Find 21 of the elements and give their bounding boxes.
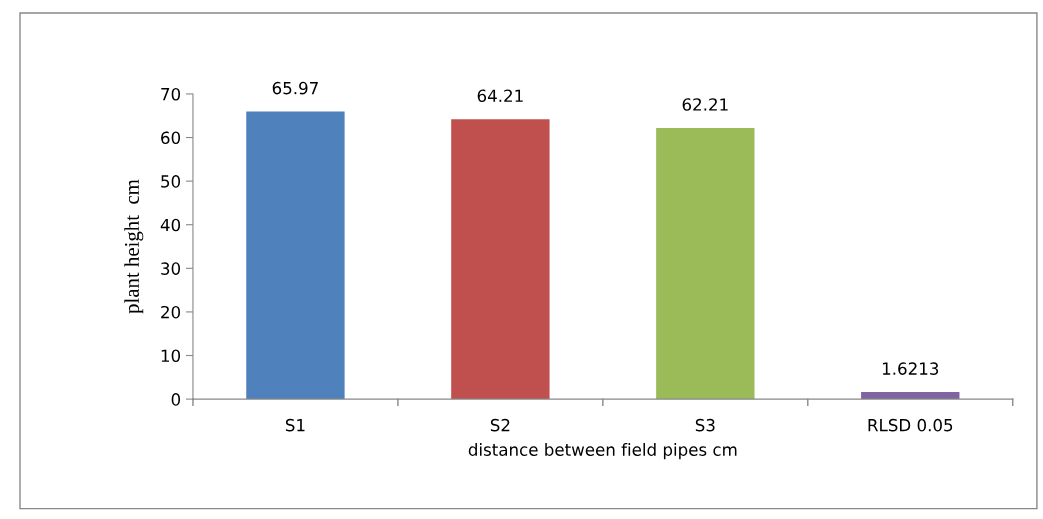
y-axis-title: plant height cm [124, 179, 144, 314]
y-tick-label: 20 [161, 305, 181, 319]
x-axis-title: distance between field pipes cm [468, 443, 737, 460]
data-label: 65.97 [272, 81, 318, 95]
y-tick-label: 0 [171, 393, 181, 406]
y-tick-label: 60 [161, 131, 181, 145]
data-label: 64.21 [477, 89, 523, 103]
x-tick-label: S3 [695, 418, 715, 432]
bar [451, 119, 550, 400]
x-tick-label: S2 [490, 418, 510, 432]
y-tick-label: 70 [161, 87, 181, 101]
bar [246, 111, 345, 400]
y-tick-label: 50 [161, 175, 181, 188]
data-label: 1.6213 [882, 362, 939, 375]
bar [656, 127, 755, 400]
x-tick-label: RLSD 0.05 [868, 418, 953, 432]
y-tick-label: 10 [161, 349, 181, 363]
data-label: 62.21 [682, 98, 728, 111]
y-tick-label: 40 [160, 218, 181, 232]
x-tick-label: S1 [285, 418, 305, 432]
y-tick-label: 30 [161, 262, 181, 275]
